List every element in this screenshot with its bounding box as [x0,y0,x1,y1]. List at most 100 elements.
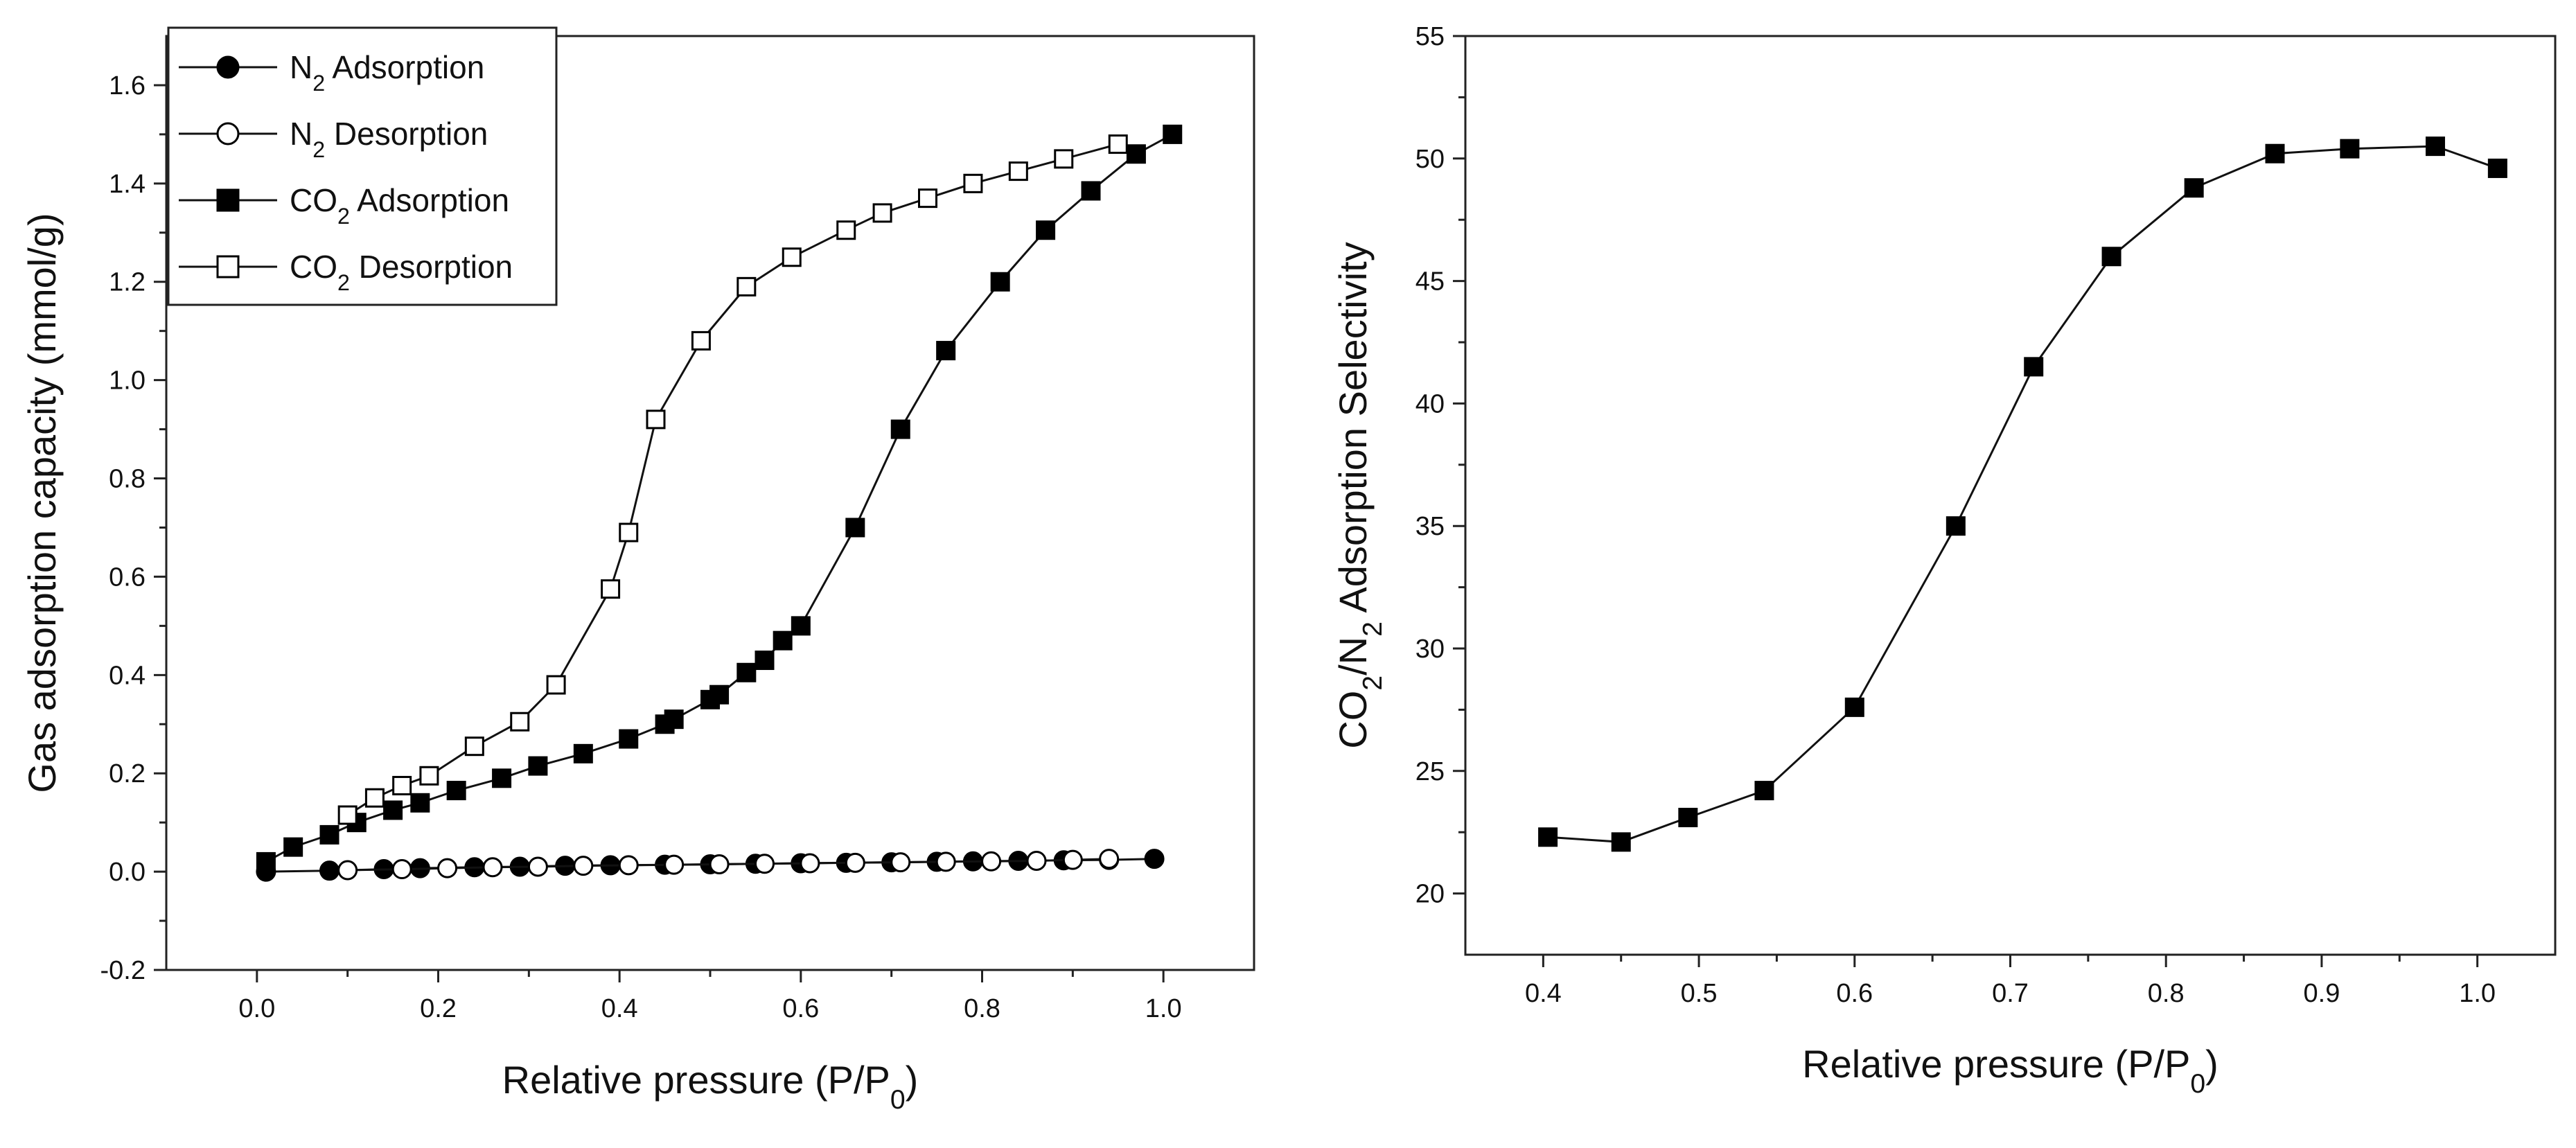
data-point [664,709,684,730]
data-point [791,616,811,636]
chart-panel-2: 0.4 0.5 0.6 0.7 0.8 0.9 1.02025303540455055Rel… [1331,22,2557,1099]
text-part: ) [2205,1042,2218,1086]
data-point [319,860,339,881]
text-part: Relative pressure (P/P [1802,1042,2190,1086]
series-1 [1538,136,2507,852]
text-part: CO [290,249,337,285]
data-point [1054,149,1074,169]
data-point [1538,827,1558,847]
y-tick-label: 0.0 [109,858,145,887]
data-point [464,736,484,757]
text-part: ) [906,1058,919,1102]
data-point [1163,124,1183,144]
data-point [1026,850,1047,871]
legend-item: N2 Desorption [179,116,488,162]
data-point [337,860,358,881]
data-point [1008,161,1028,182]
text-part: CO [1331,691,1375,749]
y-tick-label: 0.8 [109,465,145,494]
series-2 [337,849,1120,881]
data-point [546,675,566,695]
text-part: /N [1331,637,1375,675]
data-point [619,729,639,749]
data-point [392,775,412,795]
legend-label: N2 Desorption [290,116,488,162]
x-tick-label: 0.4 [601,994,638,1023]
data-point [283,837,303,857]
y-tick-label: 45 [1415,267,1445,297]
data-point [618,855,639,876]
y-tick-label: 20 [1415,880,1445,909]
data-point [736,662,757,682]
text-part: CO [290,182,337,218]
x-tick-label: 0.5 [1681,979,1718,1008]
data-point [872,203,892,223]
chart-panel-1: 0.0 0.2 0.4 0.6 0.8 1.0 -0.2 0.0 0.2 0.4 0.6 0.8 1.0… [20,26,1255,1115]
data-point [2425,136,2445,157]
data-point [256,851,276,872]
y-tick-label: 1.2 [109,268,145,297]
data-point [364,788,385,808]
x-tick-label: 0.6 [1836,979,1873,1008]
subscript: 0 [2190,1069,2205,1099]
subscript: 2 [337,270,350,295]
data-point [845,518,865,538]
data-point [437,858,458,878]
legend-marker [216,188,240,212]
data-point [383,800,403,820]
subscript: 2 [312,71,325,96]
subscript: 2 [1358,621,1388,637]
text-part: Relative pressure (P/P [502,1058,890,1102]
text-part: Desorption [325,116,488,152]
legend-label: CO2 Desorption [290,249,513,295]
data-point [619,522,639,542]
text-part: Adsorption [350,182,509,218]
data-point [2101,247,2121,267]
data-point [1062,849,1083,870]
data-point [709,854,730,874]
data-point [482,857,503,878]
data-point [782,247,802,267]
y-tick-label: 1.0 [109,367,145,396]
subscript: 2 [1358,675,1388,691]
x-tick-label: 0.2 [420,994,457,1023]
data-point [410,793,430,813]
data-point [446,781,466,801]
y-tick-label: 50 [1415,145,1445,174]
data-point [1099,849,1120,869]
subscript: 2 [312,137,325,162]
x-tick-label: 0.0 [238,994,275,1023]
data-point [510,712,530,732]
x-tick-label: 0.6 [782,994,819,1023]
data-point [2024,357,2044,377]
y-axis-title: Gas adsorption capacity (mmol/g) [20,213,64,793]
y-axis-title: CO2/N2 Adsorption Selectivity [1331,242,1388,748]
series-4 [337,134,1128,825]
y-tick-label: 0.4 [109,661,145,690]
text-part: N [290,116,312,152]
x-tick-label: 0.8 [964,994,1000,1023]
data-point [573,856,594,876]
subscript: 2 [337,204,350,229]
data-point [2487,158,2507,178]
legend-marker [216,122,240,145]
legend-item: CO2 Desorption [179,249,513,295]
data-point [845,852,865,873]
data-point [1036,220,1056,240]
data-point [646,409,666,430]
y-tick-label: 40 [1415,389,1445,418]
text-part: N [290,49,312,85]
data-point [709,685,730,705]
legend-label: CO2 Adsorption [290,182,509,229]
y-tick-label: 1.6 [109,71,145,100]
legend-label: N2 Adsorption [290,49,484,96]
data-point [391,859,412,880]
data-point [528,756,548,776]
data-point [755,651,775,671]
y-tick-label: 1.4 [109,170,145,199]
y-tick-label: 25 [1415,757,1445,786]
data-point [1081,181,1101,201]
y-tick-label: 0.6 [109,563,145,592]
text-part: Adsorption Selectivity [1331,242,1375,621]
data-point [936,341,956,361]
